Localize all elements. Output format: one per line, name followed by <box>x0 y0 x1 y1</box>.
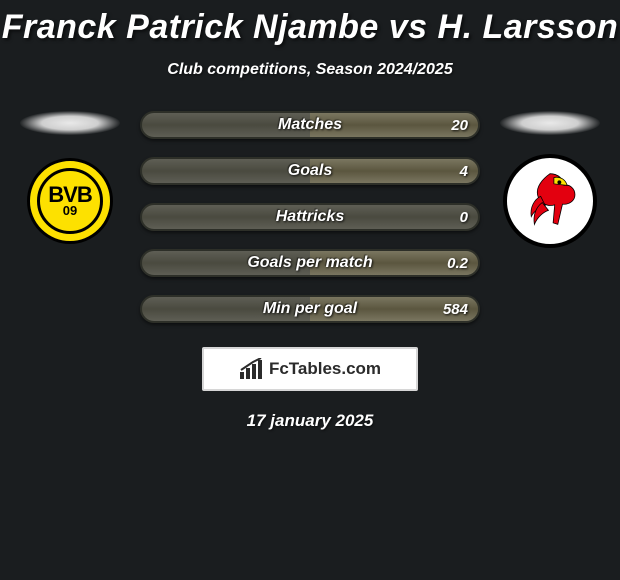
comparison-panel: BVB 09 Matches 20 Goals 4 Hattricks 0 Goals pe… <box>0 111 620 323</box>
bvb-year: 09 <box>63 204 77 217</box>
stat-bars: Matches 20 Goals 4 Hattricks 0 Goals per match… <box>140 111 480 323</box>
bvb-abbr: BVB <box>48 185 91 205</box>
stat-row: Hattricks 0 <box>140 203 480 231</box>
stat-label: Min per goal <box>263 300 357 318</box>
stat-value-right: 0.2 <box>447 255 468 272</box>
left-team-logo: BVB 09 <box>20 151 120 251</box>
stat-value-right: 0 <box>460 209 468 226</box>
page-title: Franck Patrick Njambe vs H. Larsson <box>0 0 620 47</box>
stat-label: Hattricks <box>276 208 344 226</box>
left-player-column: BVB 09 <box>20 111 120 251</box>
brand-chart-icon <box>239 358 263 380</box>
stat-label: Matches <box>278 116 342 134</box>
eintracht-logo-icon <box>503 154 597 248</box>
right-player-halo <box>500 111 600 135</box>
stat-value-right: 4 <box>460 163 468 180</box>
stat-label: Goals <box>288 162 332 180</box>
bvb-logo-icon: BVB 09 <box>27 158 113 244</box>
brand-text: FcTables.com <box>269 359 381 379</box>
stat-row: Matches 20 <box>140 111 480 139</box>
stat-row: Goals per match 0.2 <box>140 249 480 277</box>
right-player-column <box>500 111 600 251</box>
subtitle: Club competitions, Season 2024/2025 <box>0 61 620 79</box>
brand-badge[interactable]: FcTables.com <box>202 347 418 391</box>
stat-value-right: 20 <box>451 117 468 134</box>
stat-row: Min per goal 584 <box>140 295 480 323</box>
stat-value-right: 584 <box>443 301 468 318</box>
snapshot-date: 17 january 2025 <box>0 411 620 431</box>
stat-label: Goals per match <box>247 254 372 272</box>
right-team-logo <box>500 151 600 251</box>
stat-row: Goals 4 <box>140 157 480 185</box>
left-player-halo <box>20 111 120 135</box>
stat-fill-right <box>310 159 478 183</box>
